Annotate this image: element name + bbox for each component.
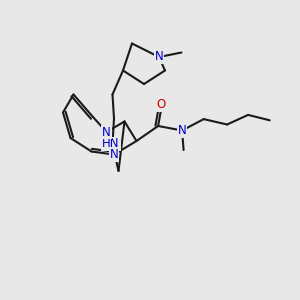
Text: N: N	[178, 124, 187, 137]
Text: O: O	[157, 98, 166, 112]
Text: N: N	[102, 125, 111, 139]
Text: N: N	[154, 50, 164, 64]
Text: N: N	[110, 148, 118, 161]
Text: HN: HN	[102, 137, 120, 151]
